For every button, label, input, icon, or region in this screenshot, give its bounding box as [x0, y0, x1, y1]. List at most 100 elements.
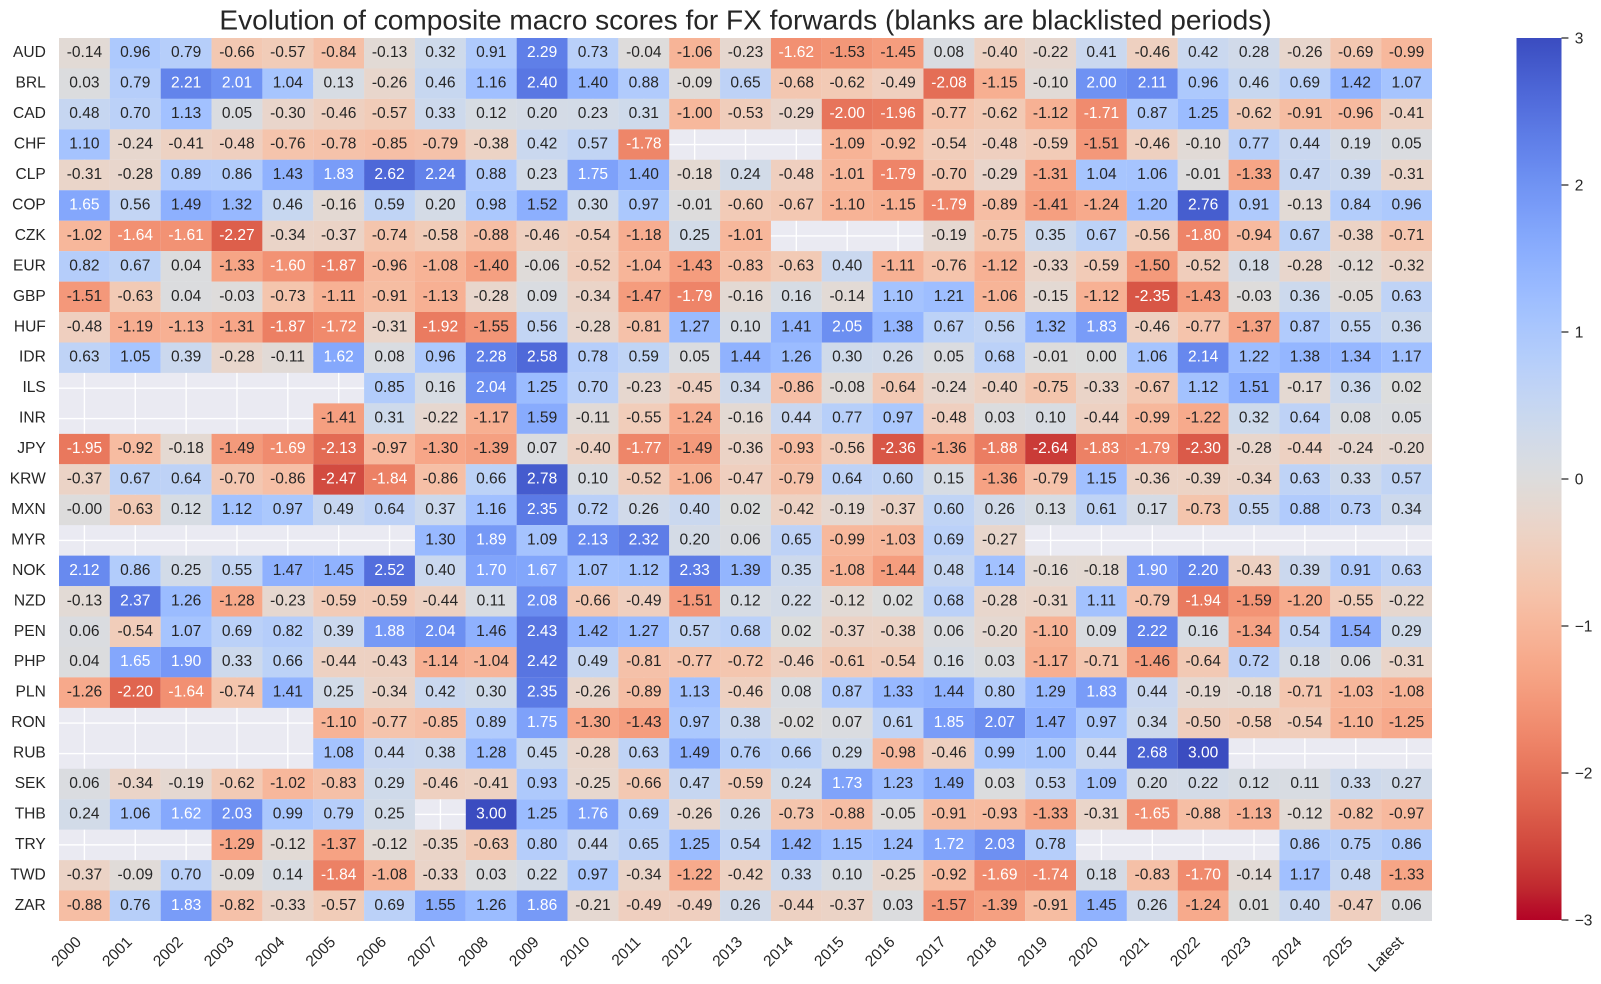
svg-text:0.26: 0.26 — [1137, 897, 1167, 914]
svg-text:0.49: 0.49 — [324, 501, 354, 518]
svg-text:0.05: 0.05 — [222, 105, 252, 122]
svg-text:0.18: 0.18 — [1290, 653, 1320, 670]
svg-text:-0.19: -0.19 — [1185, 684, 1220, 701]
svg-text:COP: COP — [12, 196, 46, 213]
svg-text:0.73: 0.73 — [578, 44, 608, 61]
svg-text:0.93: 0.93 — [527, 775, 557, 792]
svg-text:0.77: 0.77 — [832, 410, 862, 427]
svg-text:1.20: 1.20 — [1137, 196, 1168, 213]
svg-text:-0.79: -0.79 — [423, 136, 458, 153]
svg-text:-2.35: -2.35 — [1135, 288, 1170, 305]
svg-text:0.28: 0.28 — [1239, 44, 1269, 61]
svg-text:1.62: 1.62 — [171, 805, 201, 822]
svg-text:-1.43: -1.43 — [677, 257, 712, 274]
svg-text:-1.18: -1.18 — [626, 227, 661, 244]
svg-text:-0.29: -0.29 — [982, 166, 1017, 183]
svg-text:-0.45: -0.45 — [677, 379, 712, 396]
svg-text:-0.66: -0.66 — [626, 775, 661, 792]
svg-text:-0.35: -0.35 — [423, 836, 458, 853]
svg-text:0.04: 0.04 — [171, 257, 202, 274]
svg-text:0.37: 0.37 — [425, 501, 455, 518]
svg-text:0.67: 0.67 — [1290, 227, 1320, 244]
svg-text:1.12: 1.12 — [1188, 379, 1218, 396]
svg-text:0.31: 0.31 — [374, 410, 404, 427]
svg-text:0.61: 0.61 — [883, 714, 913, 731]
svg-text:-1.88: -1.88 — [982, 440, 1017, 457]
svg-text:-0.14: -0.14 — [829, 288, 865, 305]
svg-text:-0.75: -0.75 — [982, 227, 1017, 244]
svg-text:0.29: 0.29 — [374, 775, 404, 792]
svg-text:0.10: 0.10 — [730, 318, 761, 335]
svg-text:0.91: 0.91 — [476, 44, 506, 61]
svg-text:-0.97: -0.97 — [372, 440, 407, 457]
svg-text:-0.28: -0.28 — [474, 288, 509, 305]
svg-text:-1.44: -1.44 — [880, 562, 916, 579]
svg-text:-1.24: -1.24 — [677, 410, 713, 427]
svg-text:0.20: 0.20 — [425, 196, 456, 213]
svg-text:-0.38: -0.38 — [474, 136, 509, 153]
svg-text:-1.13: -1.13 — [423, 288, 458, 305]
svg-text:1.70: 1.70 — [476, 562, 507, 579]
svg-text:0.29: 0.29 — [832, 745, 862, 762]
svg-text:-0.70: -0.70 — [931, 166, 967, 183]
svg-text:0.88: 0.88 — [1290, 501, 1320, 518]
svg-text:-0.34: -0.34 — [372, 684, 408, 701]
svg-text:0.96: 0.96 — [1391, 196, 1421, 213]
svg-text:1.05: 1.05 — [120, 349, 150, 366]
svg-text:-0.73: -0.73 — [270, 288, 305, 305]
svg-text:1.72: 1.72 — [934, 836, 964, 853]
svg-text:0.48: 0.48 — [1341, 866, 1371, 883]
svg-text:-1.08: -1.08 — [829, 562, 864, 579]
svg-text:-0.12: -0.12 — [1338, 257, 1373, 274]
svg-text:0.10: 0.10 — [1035, 410, 1066, 427]
svg-text:-0.22: -0.22 — [423, 410, 458, 427]
svg-text:0.27: 0.27 — [1391, 775, 1421, 792]
svg-text:1.83: 1.83 — [1086, 684, 1116, 701]
svg-text:-0.79: -0.79 — [1135, 592, 1170, 609]
svg-text:-1.95: -1.95 — [67, 440, 102, 457]
svg-text:-0.12: -0.12 — [829, 592, 864, 609]
svg-text:-2.20: -2.20 — [118, 684, 154, 701]
svg-text:0.63: 0.63 — [629, 745, 659, 762]
svg-text:0.66: 0.66 — [781, 745, 811, 762]
svg-text:-0.89: -0.89 — [982, 196, 1017, 213]
svg-text:0.26: 0.26 — [730, 897, 760, 914]
svg-text:1.25: 1.25 — [680, 836, 710, 853]
svg-text:-0.77: -0.77 — [372, 714, 407, 731]
svg-text:-1.02: -1.02 — [270, 775, 305, 792]
svg-text:1.06: 1.06 — [120, 805, 150, 822]
svg-text:-0.38: -0.38 — [1338, 227, 1373, 244]
svg-text:-0.94: -0.94 — [1236, 227, 1272, 244]
svg-text:−3: −3 — [1575, 913, 1593, 930]
svg-text:0.44: 0.44 — [1086, 745, 1117, 762]
svg-text:1.17: 1.17 — [1391, 349, 1421, 366]
svg-text:0.35: 0.35 — [1035, 227, 1065, 244]
svg-text:-1.06: -1.06 — [982, 288, 1017, 305]
svg-text:-0.18: -0.18 — [1084, 562, 1119, 579]
svg-text:-0.46: -0.46 — [1135, 44, 1170, 61]
svg-text:-1.51: -1.51 — [67, 288, 102, 305]
svg-text:-0.05: -0.05 — [880, 805, 915, 822]
svg-text:0.49: 0.49 — [578, 653, 608, 670]
svg-text:-0.59: -0.59 — [372, 592, 407, 609]
svg-text:0.16: 0.16 — [781, 288, 811, 305]
svg-text:-1.53: -1.53 — [829, 44, 864, 61]
svg-text:1.28: 1.28 — [476, 745, 506, 762]
svg-text:-0.39: -0.39 — [1185, 471, 1220, 488]
svg-text:2.29: 2.29 — [527, 44, 557, 61]
svg-text:0.67: 0.67 — [120, 471, 150, 488]
svg-text:1.83: 1.83 — [324, 166, 354, 183]
svg-text:-0.52: -0.52 — [575, 257, 610, 274]
svg-text:-0.60: -0.60 — [728, 196, 764, 213]
svg-text:2.14: 2.14 — [1188, 349, 1219, 366]
svg-text:1.40: 1.40 — [578, 75, 609, 92]
svg-text:-0.56: -0.56 — [829, 440, 864, 457]
svg-text:1.26: 1.26 — [781, 349, 811, 366]
svg-text:-0.14: -0.14 — [67, 44, 103, 61]
svg-text:-0.31: -0.31 — [1389, 653, 1424, 670]
svg-text:-0.99: -0.99 — [1389, 44, 1424, 61]
svg-text:-0.92: -0.92 — [118, 440, 153, 457]
svg-text:-1.09: -1.09 — [829, 136, 864, 153]
svg-text:-0.24: -0.24 — [118, 136, 154, 153]
svg-text:0.36: 0.36 — [1391, 318, 1421, 335]
